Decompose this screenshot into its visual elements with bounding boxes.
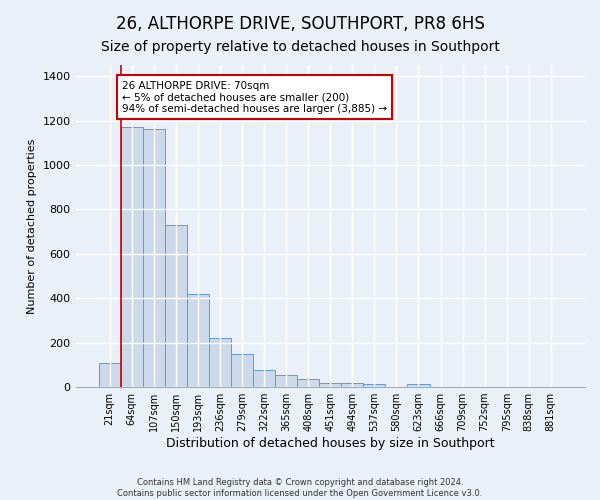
Bar bbox=[275, 375, 297, 387]
X-axis label: Distribution of detached houses by size in Southport: Distribution of detached houses by size … bbox=[166, 437, 494, 450]
Bar bbox=[364, 384, 385, 387]
Bar bbox=[121, 127, 143, 387]
Bar bbox=[209, 338, 231, 387]
Bar bbox=[98, 362, 121, 387]
Bar bbox=[187, 294, 209, 387]
Bar bbox=[253, 370, 275, 387]
Bar bbox=[143, 130, 165, 387]
Bar bbox=[407, 384, 430, 387]
Text: Contains HM Land Registry data © Crown copyright and database right 2024.
Contai: Contains HM Land Registry data © Crown c… bbox=[118, 478, 482, 498]
Bar bbox=[319, 382, 341, 387]
Bar bbox=[341, 382, 364, 387]
Bar bbox=[297, 380, 319, 387]
Text: 26 ALTHORPE DRIVE: 70sqm
← 5% of detached houses are smaller (200)
94% of semi-d: 26 ALTHORPE DRIVE: 70sqm ← 5% of detache… bbox=[122, 80, 387, 114]
Bar bbox=[231, 354, 253, 387]
Bar bbox=[165, 225, 187, 387]
Text: 26, ALTHORPE DRIVE, SOUTHPORT, PR8 6HS: 26, ALTHORPE DRIVE, SOUTHPORT, PR8 6HS bbox=[116, 15, 484, 33]
Text: Size of property relative to detached houses in Southport: Size of property relative to detached ho… bbox=[101, 40, 499, 54]
Y-axis label: Number of detached properties: Number of detached properties bbox=[27, 138, 37, 314]
